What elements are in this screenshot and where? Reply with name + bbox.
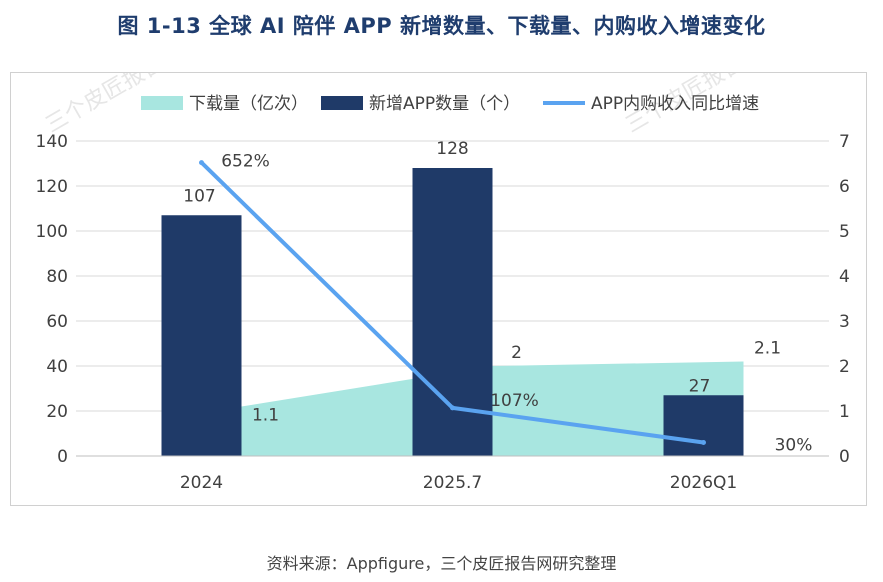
revenue-growth-line-series bbox=[199, 160, 706, 445]
x-tick-label: 2026Q1 bbox=[670, 473, 737, 493]
left-tick-label: 60 bbox=[46, 312, 68, 332]
right-tick-label: 3 bbox=[839, 312, 850, 332]
x-tick-label: 2024 bbox=[180, 473, 223, 493]
axes: 0 20 40 60 80 100 120 140 0 1 2 3 4 5 6 7 2024 2025.7 2026… bbox=[36, 132, 850, 493]
new-app-bar-label: 27 bbox=[689, 377, 711, 397]
download-area-label: 2 bbox=[511, 343, 522, 363]
x-tick-label: 2025.7 bbox=[423, 473, 482, 493]
new-app-bar bbox=[161, 215, 242, 456]
data-labels: 107 128 27 1.1 2 2.1 652% 107% 30% bbox=[183, 139, 812, 456]
chart-frame: 三个皮匠报告 三个皮匠报告 下载量（亿次） 新增APP数量（个） APP内购收入同比… bbox=[10, 51, 867, 506]
download-area-label: 1.1 bbox=[252, 406, 279, 426]
left-tick-label: 0 bbox=[57, 447, 68, 467]
chart-svg: 三个皮匠报告 三个皮匠报告 下载量（亿次） 新增APP数量（个） APP内购收入同比… bbox=[36, 51, 850, 493]
download-area-label: 2.1 bbox=[754, 339, 781, 359]
legend-label-new-app: 新增APP数量（个） bbox=[369, 94, 520, 114]
legend-swatch-download bbox=[141, 96, 183, 110]
left-tick-label: 40 bbox=[46, 357, 68, 377]
legend: 下载量（亿次） 新增APP数量（个） APP内购收入同比增速 bbox=[141, 94, 759, 114]
legend-label-download: 下载量（亿次） bbox=[189, 94, 308, 114]
new-app-bar bbox=[663, 395, 744, 456]
right-tick-label: 7 bbox=[839, 132, 850, 152]
new-app-bar-label: 128 bbox=[436, 139, 468, 159]
right-tick-label: 1 bbox=[839, 402, 850, 422]
right-tick-label: 2 bbox=[839, 357, 850, 377]
right-tick-label: 0 bbox=[839, 447, 850, 467]
revenue-growth-point bbox=[199, 160, 204, 166]
left-tick-label: 100 bbox=[36, 222, 68, 242]
source-note: 资料来源：Appfigure，三个皮匠报告网研究整理 bbox=[266, 554, 617, 573]
chart-title: 图 1-13 全球 AI 陪伴 APP 新增数量、下载量、内购收入增速变化 bbox=[117, 14, 766, 38]
legend-swatch-new-app bbox=[321, 96, 363, 110]
revenue-growth-label: 30% bbox=[775, 436, 813, 456]
left-tick-label: 140 bbox=[36, 132, 68, 152]
right-tick-label: 4 bbox=[839, 267, 850, 287]
legend-label-growth: APP内购收入同比增速 bbox=[591, 94, 759, 114]
revenue-growth-label: 107% bbox=[490, 391, 539, 411]
left-tick-label: 20 bbox=[46, 402, 68, 422]
new-app-bar-label: 107 bbox=[183, 186, 215, 206]
right-tick-label: 5 bbox=[839, 222, 850, 242]
revenue-growth-point bbox=[450, 405, 455, 411]
revenue-growth-point bbox=[701, 440, 706, 445]
left-tick-label: 120 bbox=[36, 177, 68, 197]
right-tick-label: 6 bbox=[839, 177, 850, 197]
revenue-growth-label: 652% bbox=[221, 152, 270, 172]
left-tick-label: 80 bbox=[46, 267, 68, 287]
